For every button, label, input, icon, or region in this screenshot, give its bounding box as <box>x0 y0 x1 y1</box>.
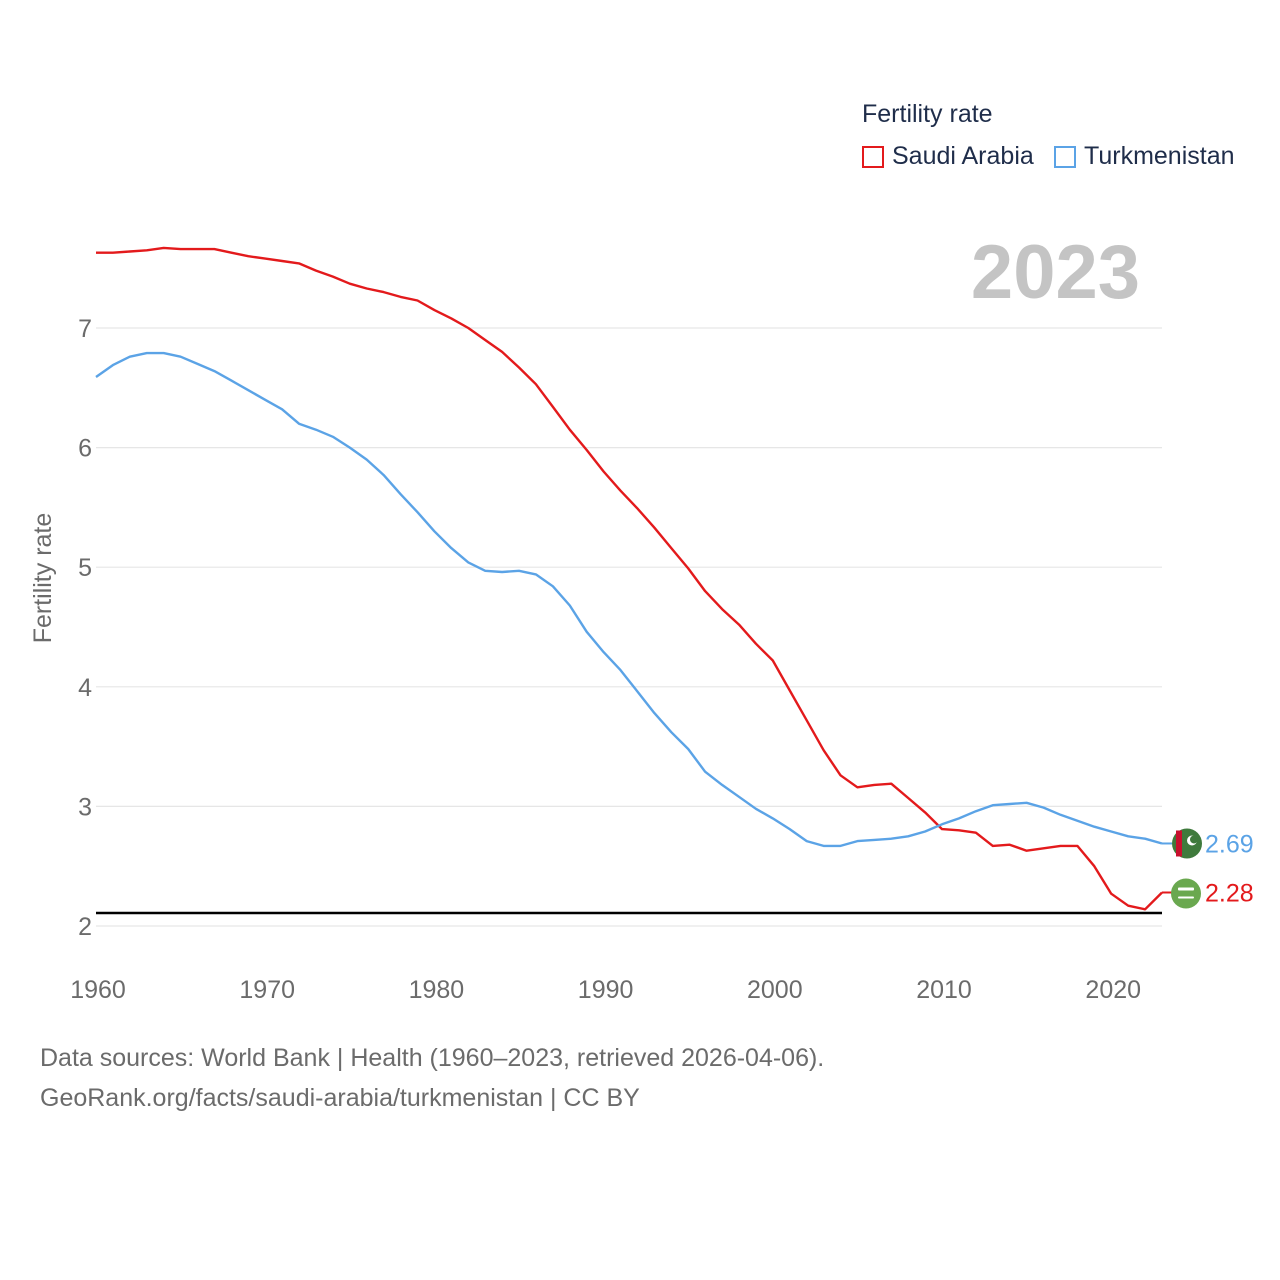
footer-sources: Data sources: World Bank | Health (1960–… <box>40 1044 825 1072</box>
legend-item-turkmenistan[interactable]: Turkmenistan <box>1054 142 1235 171</box>
y-axis-ticks: 2 3 4 5 6 7 <box>78 315 92 941</box>
flag-icon-saudi-arabia <box>1171 878 1201 909</box>
current-year-label: 2023 <box>971 230 1140 315</box>
x-tick-label-2010: 2010 <box>916 976 972 1004</box>
y-tick-label-7: 7 <box>78 315 92 343</box>
flag-icon-turkmenistan <box>1172 828 1202 859</box>
series-line-turkmenistan <box>95 351 1163 848</box>
y-tick-label-2: 2 <box>78 913 92 941</box>
flag-script <box>1178 887 1194 891</box>
grid <box>96 327 1162 927</box>
end-value-label-turkmenistan: 2.69 <box>1205 830 1254 858</box>
flag-sword <box>1178 896 1194 899</box>
legend-title: Fertility rate <box>862 100 993 128</box>
legend-label-saudi-arabia: Saudi Arabia <box>892 142 1034 170</box>
legend-label-turkmenistan: Turkmenistan <box>1084 142 1235 170</box>
legend-item-saudi-arabia[interactable]: Saudi Arabia <box>862 142 1034 171</box>
legend-swatch-turkmenistan <box>1054 145 1076 168</box>
x-tick-label-2000: 2000 <box>747 976 803 1004</box>
y-tick-label-4: 4 <box>78 674 92 702</box>
series-lines <box>95 246 1163 911</box>
x-tick-label-1990: 1990 <box>578 976 634 1004</box>
x-tick-label-1970: 1970 <box>239 976 295 1004</box>
y-tick-label-6: 6 <box>78 435 92 463</box>
series-line-saudi-arabia <box>96 246 1163 911</box>
y-tick-label-3: 3 <box>78 793 92 821</box>
flag-stripe <box>1176 830 1182 857</box>
end-value-label-saudi-arabia: 2.28 <box>1205 880 1254 908</box>
footer-credit[interactable]: GeoRank.org/facts/saudi-arabia/turkmenis… <box>40 1084 640 1112</box>
x-tick-label-1980: 1980 <box>409 976 465 1004</box>
y-tick-label-5: 5 <box>78 554 92 582</box>
legend-swatch-saudi-arabia <box>862 145 884 168</box>
y-axis-label: Fertility rate <box>29 513 57 644</box>
x-tick-label-2020: 2020 <box>1085 976 1141 1004</box>
x-axis-ticks: 1960 1970 1980 1990 2000 2010 2020 <box>70 976 1141 1004</box>
end-markers: 2.28 2.69 <box>1162 828 1254 909</box>
flag-crescent-cut <box>1190 835 1198 844</box>
flag-background <box>1171 878 1201 909</box>
x-tick-label-1960: 1960 <box>70 976 126 1004</box>
